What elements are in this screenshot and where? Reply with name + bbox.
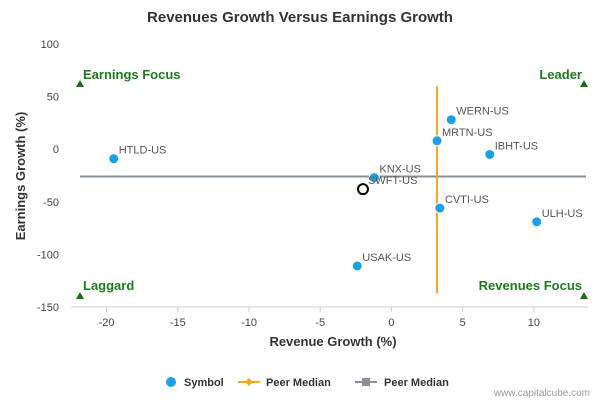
legend-item-symbol[interactable]: Symbol — [166, 377, 224, 389]
legend-item-peer-median-revenue[interactable]: Peer Median — [238, 377, 331, 389]
data-point-label: USAK-US — [362, 252, 411, 264]
legend-peer-median-earnings-label: Peer Median — [384, 377, 449, 389]
quadrant-marker-bottom-right — [580, 292, 588, 299]
y-tick-label: 100 — [41, 39, 59, 51]
data-point-label: IBHT-US — [495, 140, 538, 152]
data-point[interactable] — [484, 148, 496, 160]
data-point-label: ULH-US — [542, 208, 583, 220]
x-tick-label: -5 — [315, 317, 325, 329]
data-point[interactable] — [351, 260, 363, 272]
data-point-label: HTLD-US — [119, 145, 167, 157]
data-point-label: KNX-US — [379, 164, 421, 176]
legend-gray-square — [362, 378, 370, 386]
y-tick-label: 50 — [47, 92, 59, 104]
plot-area: -20 -15 -10 -5 0 5 10100500-50-100-150Earnings… — [37, 39, 588, 329]
x-tick-label: -10 — [241, 317, 257, 329]
quadrant-label-leader: Leader — [539, 67, 582, 82]
data-point[interactable] — [445, 114, 457, 126]
watermark: www.capitalcube.com — [493, 388, 590, 399]
legend-item-peer-median-earnings[interactable]: Peer Median — [355, 377, 449, 389]
data-point-label: WERN-US — [456, 106, 509, 118]
legend-orange-diamond — [245, 378, 253, 386]
legend-symbol-marker — [166, 377, 176, 387]
y-tick-label: -150 — [37, 302, 59, 314]
quadrant-marker-bottom-left — [76, 292, 84, 299]
highlight-point-label: SWFT-US — [368, 175, 418, 187]
data-point[interactable] — [108, 153, 120, 165]
legend-peer-median-revenue-label: Peer Median — [266, 377, 331, 389]
x-tick-label: 10 — [528, 317, 540, 329]
y-tick-label: -50 — [43, 197, 59, 209]
data-point-label: CVTI-US — [445, 194, 489, 206]
legend: Symbol Peer Median Peer Median — [166, 377, 449, 389]
y-axis-label: Earnings Growth (%) — [13, 112, 28, 241]
quadrant-marker-top-right — [580, 80, 588, 87]
x-tick-label: -20 — [99, 317, 115, 329]
quadrant-label-laggard: Laggard — [83, 278, 134, 293]
y-tick-label: 0 — [53, 144, 59, 156]
quadrant-label-revenues-focus: Revenues Focus — [479, 278, 582, 293]
x-tick-label: -15 — [170, 317, 186, 329]
quadrant-label-earnings-focus: Earnings Focus — [83, 67, 181, 82]
highlight-point[interactable] — [356, 183, 369, 196]
data-point[interactable] — [431, 135, 443, 147]
quadrant-marker-top-left — [76, 80, 84, 87]
data-point-label: MRTN-US — [442, 127, 493, 139]
legend-symbol-label: Symbol — [184, 377, 224, 389]
data-point[interactable] — [434, 202, 446, 214]
chart-title: Revenues Growth Versus Earnings Growth — [147, 9, 453, 26]
x-tick-label: 0 — [388, 317, 394, 329]
x-axis-label: Revenue Growth (%) — [269, 334, 396, 349]
x-tick-label: 5 — [460, 317, 466, 329]
data-point[interactable] — [531, 216, 543, 228]
y-tick-label: -100 — [37, 249, 59, 261]
data-point[interactable] — [368, 172, 380, 184]
